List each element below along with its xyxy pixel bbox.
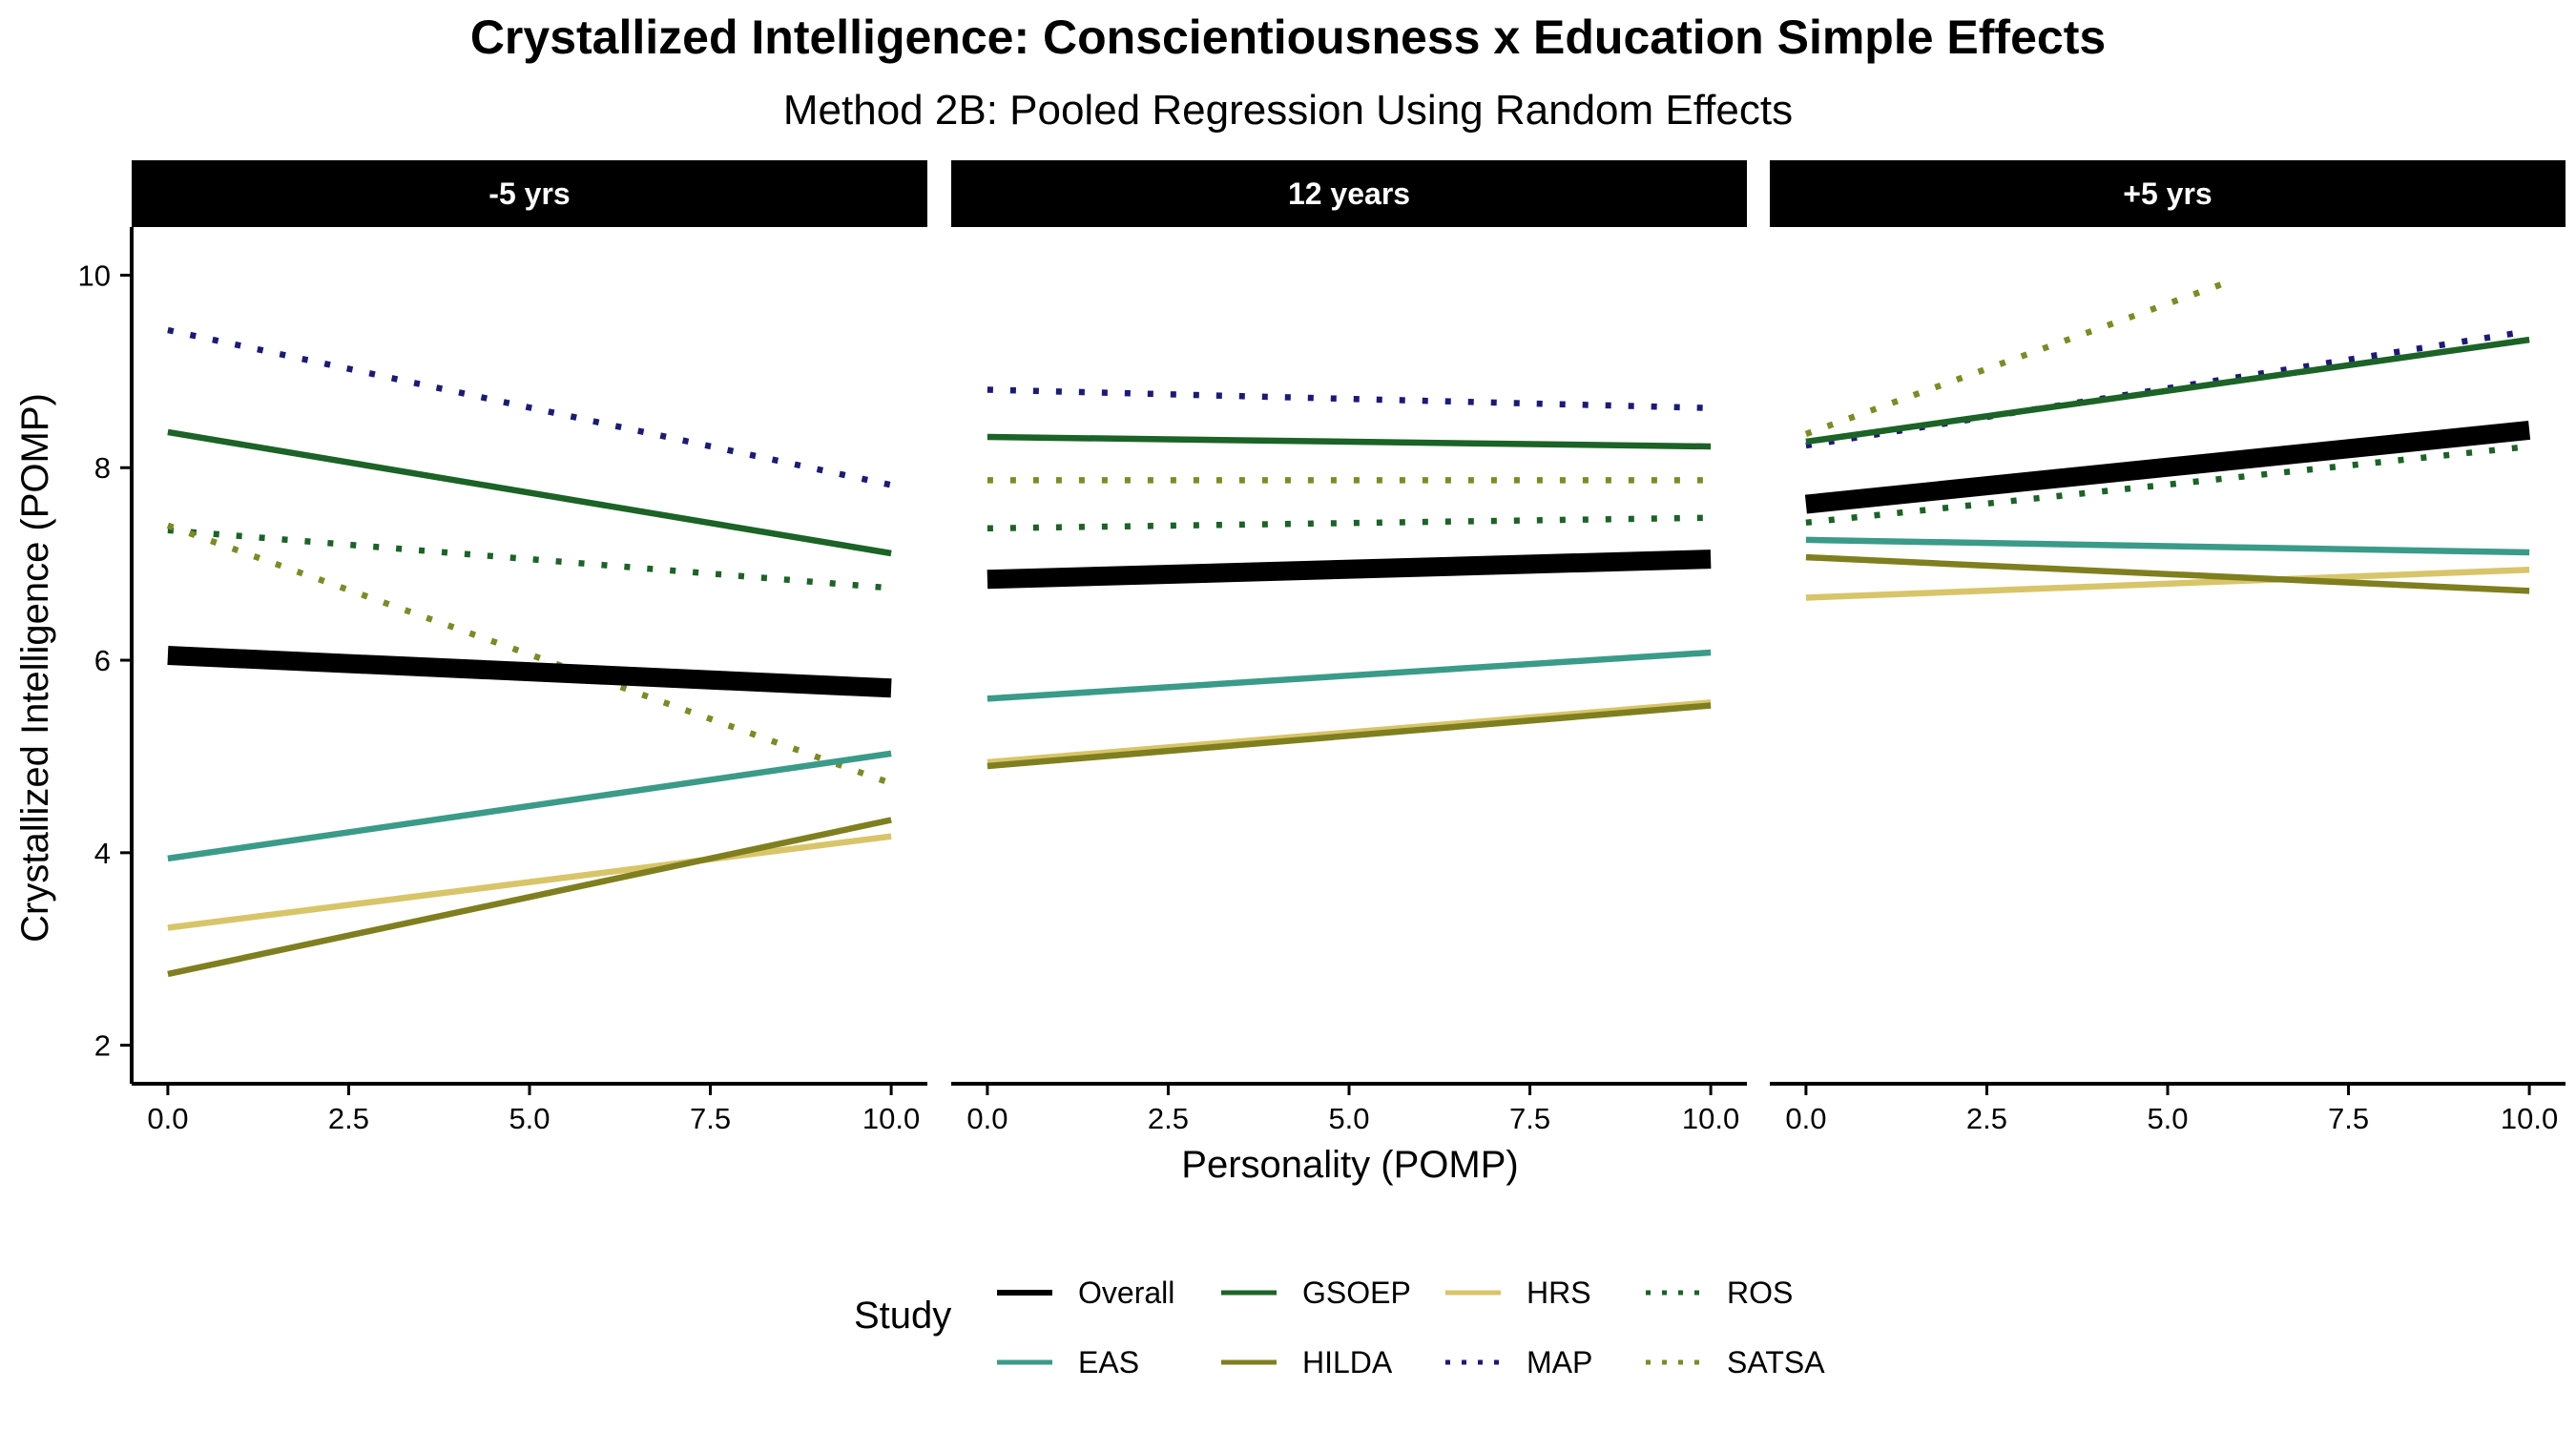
legend-item-hrs: HRS [1445,1275,1591,1310]
y-tick-label: 6 [94,644,111,677]
x-tick-label: 7.5 [690,1102,731,1135]
x-axis-title: Personality (POMP) [1181,1144,1518,1186]
legend-label: ROS [1727,1275,1793,1310]
legend-label: EAS [1078,1345,1139,1379]
series-line-eas [167,750,892,862]
legend: Overall EAS GSOEP HILDA HRS MAP ROS SATSA [997,1275,1825,1379]
series-line-hrs [1805,566,2530,601]
y-tick-label: 4 [94,837,111,870]
series-line-map [987,386,1712,411]
legend-label: MAP [1527,1345,1592,1379]
legend-item-ros: ROS [1646,1275,1793,1310]
legend-item-overall: Overall [997,1275,1174,1310]
legend-label: Overall [1078,1275,1174,1310]
series-line-overall [1804,420,2531,514]
series-line-ros [987,514,1712,532]
series-line-eas [987,649,1712,702]
panel-5-yrs: -5 yrs 0.0 2.5 5.0 7.5 10.0 2 4 6 8 10 [78,160,927,1135]
facet-strip-label: 12 years [1288,176,1410,211]
x-tick-label: 7.5 [1509,1102,1550,1135]
series-line-ros [167,527,892,591]
x-tick-label: 5.0 [509,1102,550,1135]
x-tick-label: 0.0 [966,1102,1008,1135]
series-line-gsoep [1805,336,2530,446]
series-line-satsa [1804,280,2227,437]
legend-item-satsa: SATSA [1646,1345,1825,1379]
legend-title: Study [854,1295,951,1337]
x-tick-label: 2.5 [1148,1102,1189,1135]
panels: -5 yrs 0.0 2.5 5.0 7.5 10.0 2 4 6 8 10 12 years 0.0 2… [78,160,2566,1135]
y-tick-label: 8 [94,451,111,485]
facet-strip [1770,160,2566,227]
facet-strip [951,160,1747,227]
x-tick-label: 7.5 [2328,1102,2369,1135]
chart-subtitle: Method 2B: Pooled Regression Using Rando… [783,87,1793,134]
legend-label: HRS [1527,1275,1591,1310]
chart-title: Crystallized Intelligence: Conscientious… [470,10,2106,64]
y-tick-label: 2 [94,1029,111,1063]
x-tick-label: 5.0 [1328,1102,1369,1135]
series-line-overall [167,646,892,698]
series-line-map [167,326,892,488]
x-tick-label: 10.0 [862,1102,920,1135]
x-tick-label: 10.0 [2501,1102,2558,1135]
panel-5-yrs: +5 yrs 0.0 2.5 5.0 7.5 10.0 [1770,160,2566,1135]
series-line-hilda [1805,553,2530,594]
x-tick-label: 2.5 [328,1102,369,1135]
x-tick-label: 0.0 [147,1102,188,1135]
legend-label: GSOEP [1302,1275,1411,1310]
x-tick-label: 2.5 [1966,1102,2007,1135]
legend-item-hilda: HILDA [1221,1345,1393,1379]
series-line-gsoep [167,428,892,557]
y-tick-label: 10 [78,259,111,292]
series-line-gsoep [987,433,1712,450]
series-line-overall [987,550,1712,590]
legend-item-map: MAP [1445,1345,1592,1379]
legend-label: HILDA [1302,1345,1393,1379]
x-tick-label: 5.0 [2147,1102,2188,1135]
series-line-hrs [167,833,892,931]
series-line-eas [1805,536,2530,556]
series-line-hilda [987,702,1712,770]
legend-item-eas: EAS [997,1345,1139,1379]
x-tick-label: 10.0 [1682,1102,1739,1135]
legend-item-gsoep: GSOEP [1221,1275,1411,1310]
legend-label: SATSA [1727,1345,1825,1379]
y-axis-title: Crystallized Intelligence (POMP) [14,393,56,943]
x-tick-label: 0.0 [1785,1102,1826,1135]
facet-strip-label: +5 yrs [2123,176,2212,211]
panel-12-years: 12 years 0.0 2.5 5.0 7.5 10.0 [951,160,1747,1135]
series-line-hilda [167,817,892,978]
facet-strip-label: -5 yrs [488,176,570,211]
facet-strip [132,160,927,227]
